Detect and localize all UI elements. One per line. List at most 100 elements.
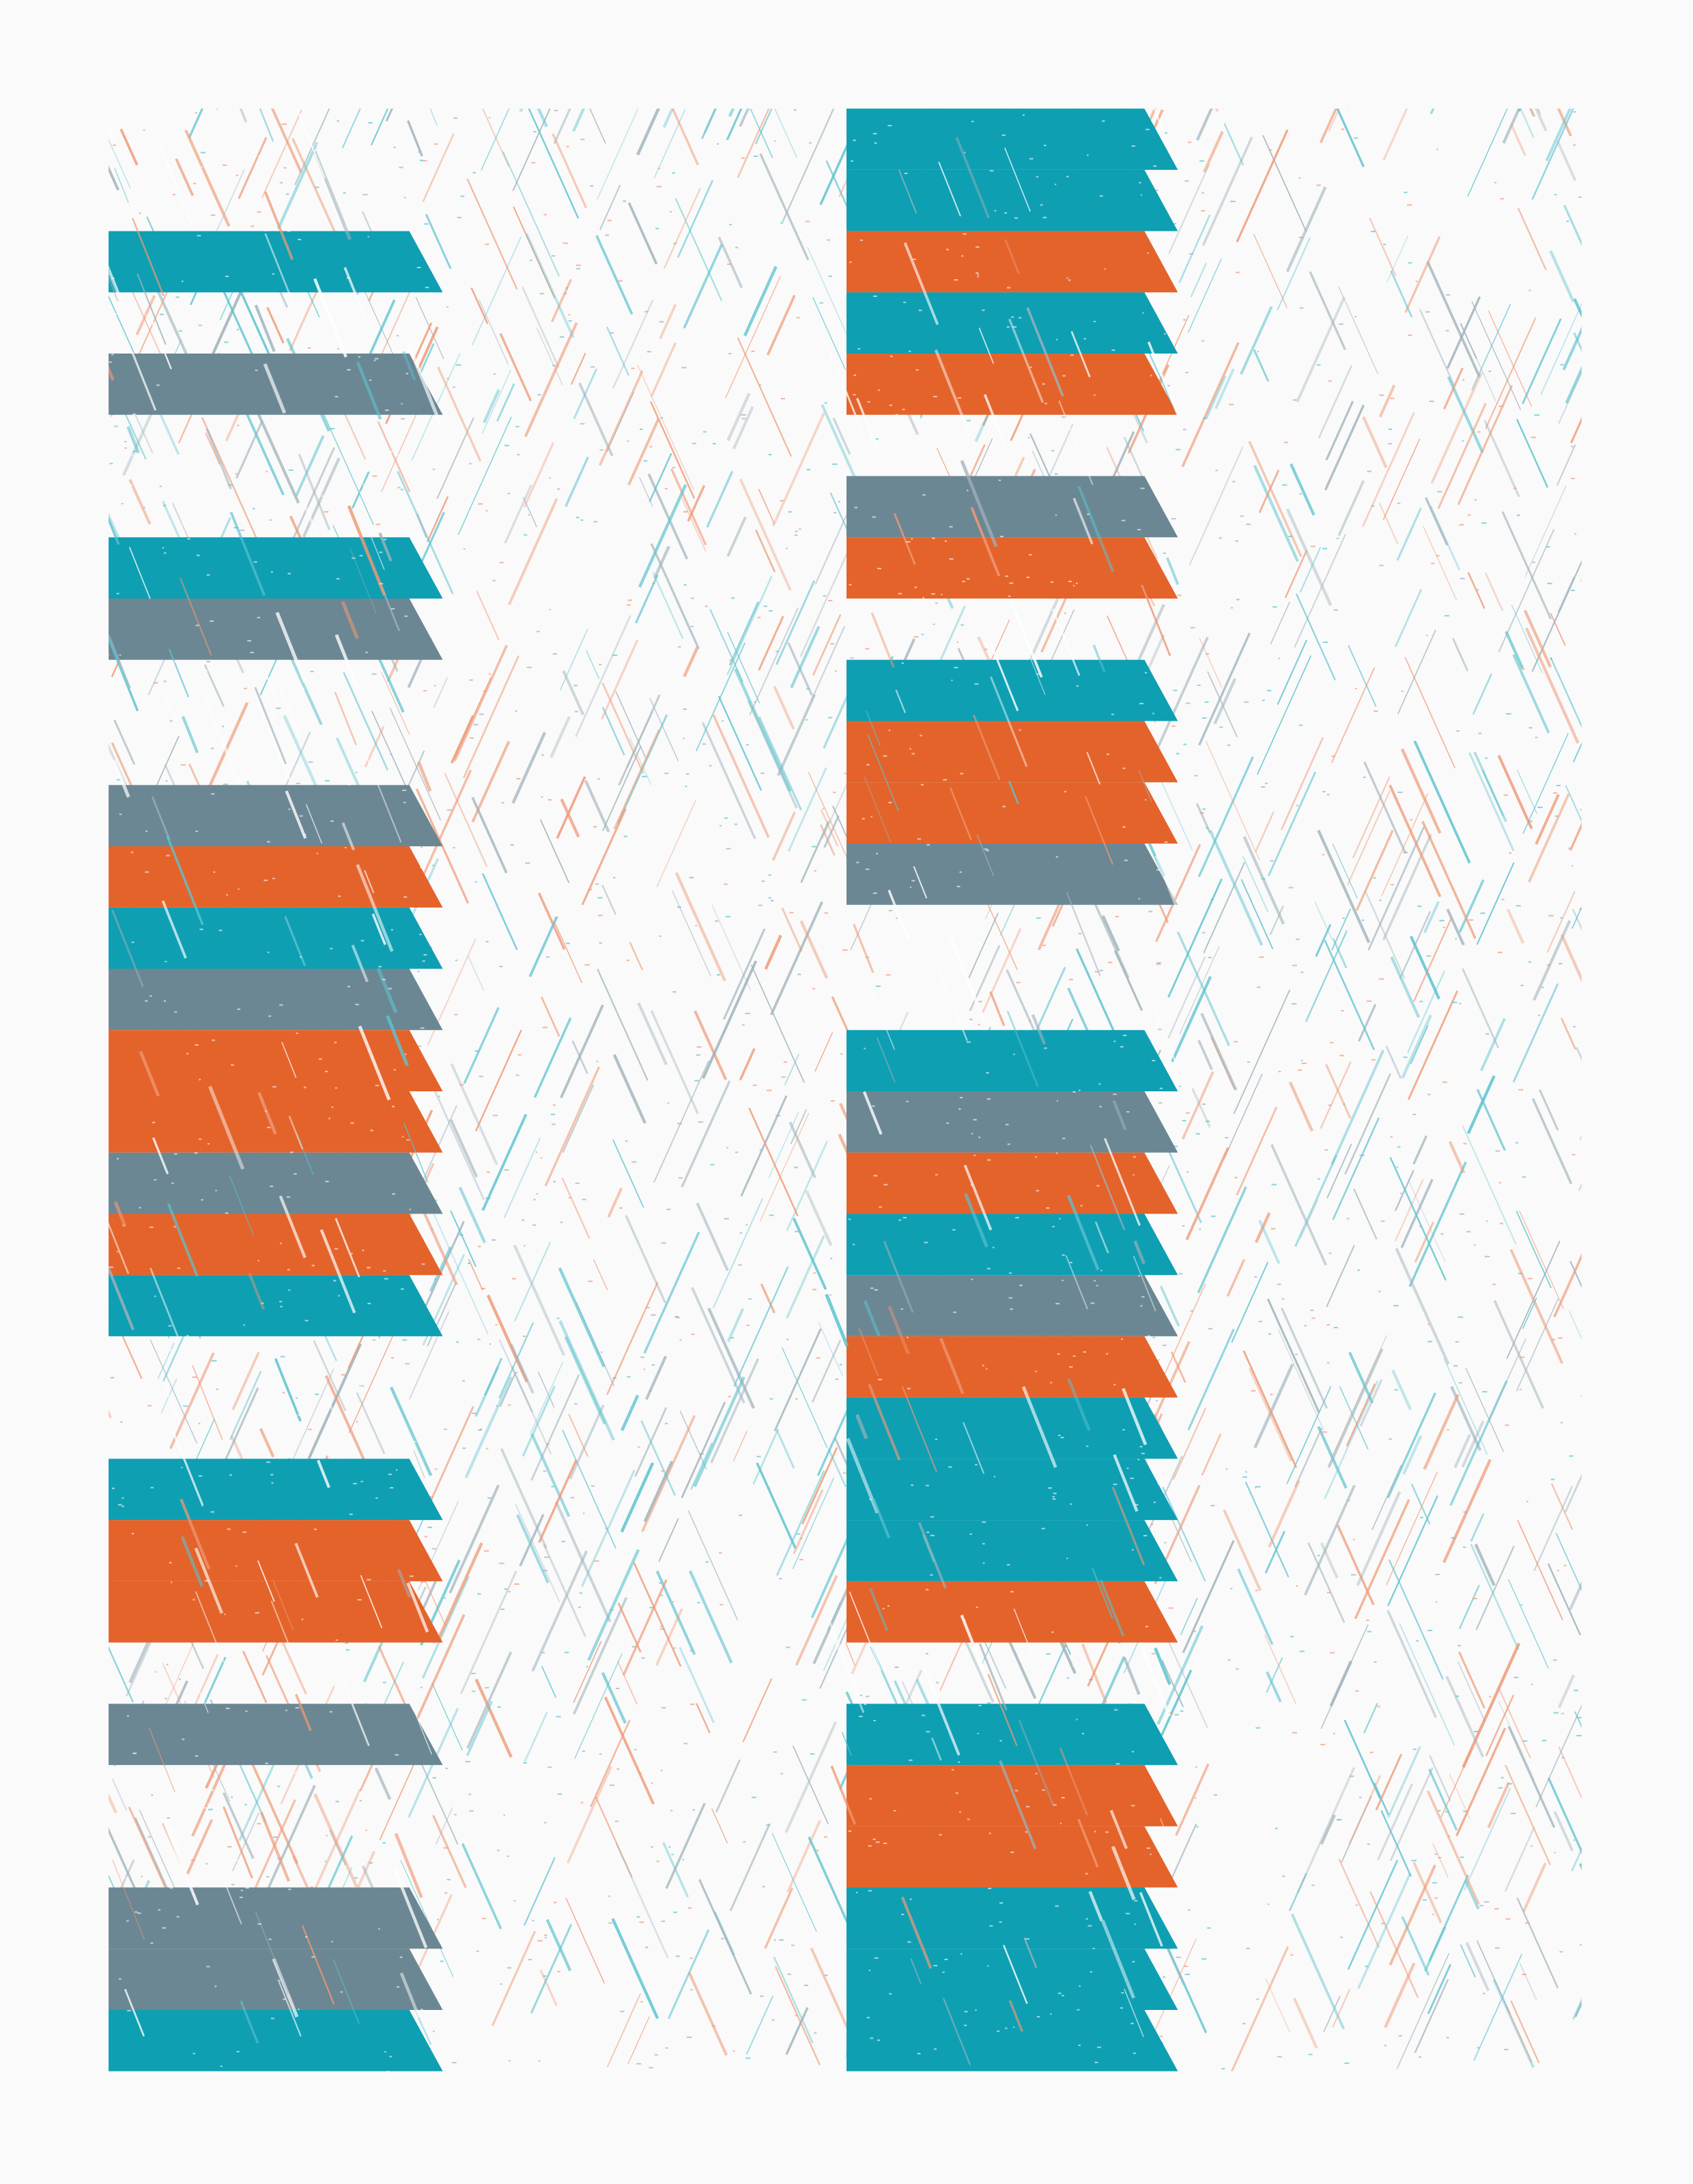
speckle <box>500 1983 502 1985</box>
speckle <box>677 646 681 648</box>
hatch-line <box>1571 906 1582 929</box>
band-speckle <box>976 1606 978 1609</box>
band-speckle <box>298 2009 300 2011</box>
speckle <box>568 320 572 322</box>
hatch-line <box>821 781 849 839</box>
hatch-line <box>1290 463 1315 516</box>
hatch-line <box>1547 1563 1582 1636</box>
hatch-line <box>653 109 686 179</box>
speckle <box>390 1357 395 1359</box>
hatch-line <box>544 1066 601 1187</box>
hatch-line <box>421 1575 470 1679</box>
speckle <box>1219 537 1222 539</box>
speckle <box>842 1472 846 1474</box>
speckle <box>640 2001 643 2003</box>
streak <box>1086 751 1101 785</box>
hatch-line <box>541 1666 557 1698</box>
band-speckle <box>1164 841 1168 843</box>
hatch-line <box>1516 1897 1559 1989</box>
speckle <box>588 889 593 891</box>
speckle <box>479 713 484 715</box>
band-speckle <box>1113 1093 1117 1095</box>
band-speckle <box>193 1813 197 1815</box>
streak <box>1147 341 1180 416</box>
hatch-line <box>1363 1703 1378 1734</box>
speckle <box>1173 1145 1178 1147</box>
speckle <box>1344 2063 1350 2065</box>
speckle <box>556 488 560 490</box>
speckle <box>545 956 550 958</box>
hatch-line <box>633 1562 682 1667</box>
hatch-line <box>1501 511 1552 620</box>
band-speckle <box>874 142 877 144</box>
hatch-line <box>1358 1004 1377 1042</box>
streak <box>407 120 423 157</box>
band-speckle <box>382 979 386 981</box>
hatch-line <box>1341 1796 1372 1863</box>
band-speckle <box>133 754 137 756</box>
band-speckle <box>186 1052 189 1054</box>
speckle <box>1522 1973 1526 1975</box>
band-speckle <box>388 451 393 453</box>
hatch-line <box>1189 446 1244 566</box>
band-speckle <box>909 350 911 352</box>
speckle <box>554 917 558 919</box>
hatch-line <box>188 109 204 139</box>
speckle <box>1284 442 1288 444</box>
speckle <box>1492 1283 1496 1285</box>
hatch-line <box>1353 1188 1378 1240</box>
band-speckle <box>388 1474 393 1476</box>
speckle <box>627 440 629 442</box>
band-speckle <box>1120 2007 1124 2009</box>
hatch-line <box>525 233 575 339</box>
speckle <box>222 164 227 167</box>
band-speckle <box>1035 985 1038 987</box>
hatch-line <box>1237 1568 1274 1646</box>
speckle <box>474 1050 479 1052</box>
speckle <box>1355 1904 1358 1906</box>
speckle <box>584 964 590 966</box>
hatch-line <box>811 1339 842 1403</box>
speckle <box>669 211 672 213</box>
hatch-line <box>1498 529 1555 652</box>
speckle <box>800 1538 803 1540</box>
hatch-line <box>554 921 583 983</box>
streak <box>983 394 1006 446</box>
hatch-line <box>621 1394 640 1431</box>
speckle <box>1520 1604 1523 1606</box>
band-speckle <box>872 1665 875 1667</box>
band-speckle <box>1029 158 1034 160</box>
speckle <box>1267 1903 1270 1906</box>
hatch-line <box>771 811 797 861</box>
hatch-line <box>636 109 660 156</box>
streak <box>853 923 874 973</box>
speckle <box>796 317 800 319</box>
band-speckle <box>298 239 302 241</box>
hatch-line <box>1564 1474 1582 1513</box>
hatch-line <box>1315 923 1332 958</box>
speckle <box>578 1606 581 1609</box>
band-speckle <box>177 1267 181 1269</box>
hatch-line <box>1179 946 1220 1035</box>
speckle <box>812 1289 817 1291</box>
band-speckle <box>864 1048 866 1050</box>
speckle <box>1527 1278 1533 1280</box>
band-speckle <box>942 1971 945 1973</box>
band-speckle <box>367 235 369 238</box>
hatch-line <box>1505 631 1524 670</box>
color-band <box>109 1091 443 1153</box>
speckle <box>1531 1845 1533 1847</box>
hatch-line <box>1522 1863 1547 1913</box>
speckle <box>1197 685 1201 687</box>
hatch-line <box>679 1646 715 1723</box>
band-speckle <box>195 624 199 627</box>
hatch-line <box>481 1113 528 1211</box>
hatch-line <box>111 1778 128 1811</box>
hatch-line <box>790 625 821 689</box>
hatch-line <box>637 364 695 491</box>
speckle <box>580 519 584 521</box>
hatch-line <box>1269 905 1284 936</box>
speckle <box>823 1836 827 1838</box>
speckle <box>109 463 113 465</box>
band-speckle <box>126 1684 129 1686</box>
